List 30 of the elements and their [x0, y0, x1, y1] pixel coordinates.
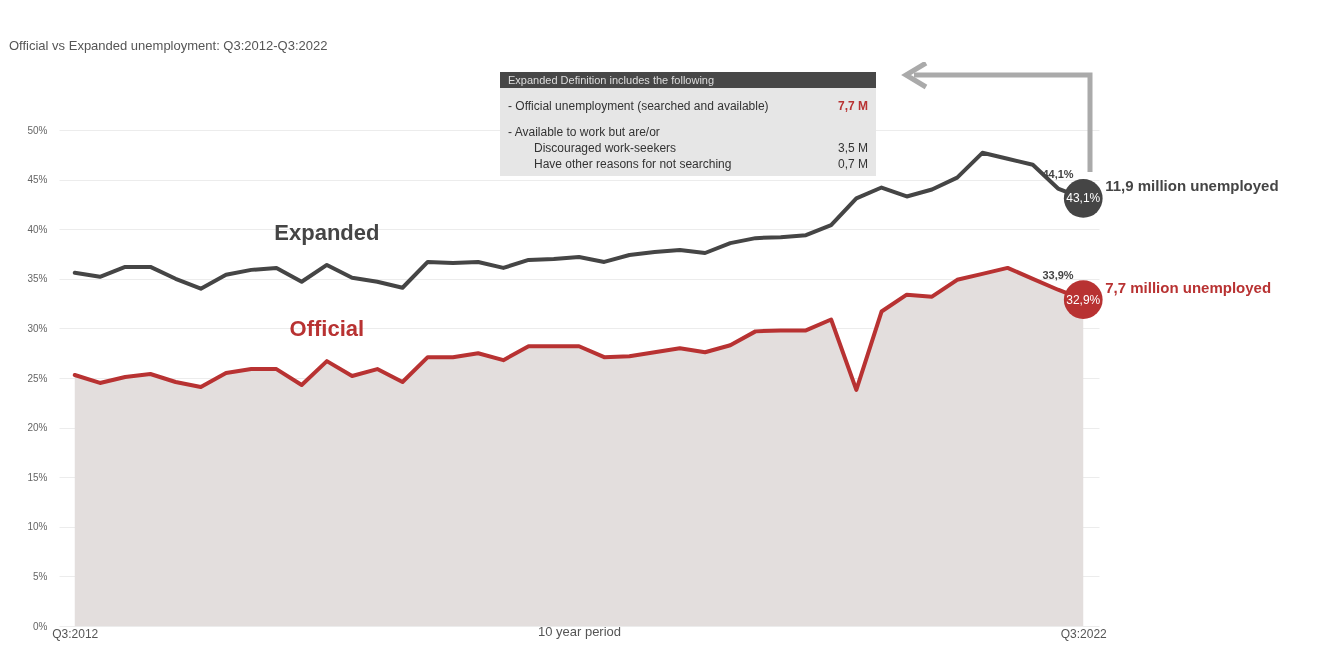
y-tick-label: 20% — [27, 422, 48, 434]
text: - Official unemployment (searched and available) — [508, 99, 769, 113]
x-tick-label: Q3:2022 — [1060, 626, 1108, 641]
y-tick-label: 40% — [27, 223, 48, 235]
annotation: 11,9 million unemployed — [1105, 177, 1279, 195]
x-tick-label: Q3:2012 — [52, 626, 99, 641]
annotation: 0,7 M — [837, 157, 868, 171]
annotation: - Available to work but are/or — [508, 125, 660, 139]
series-label: Official — [289, 316, 365, 342]
y-tick-label: 45% — [27, 174, 48, 186]
annotation: 7,7 million unemployed — [1105, 278, 1272, 296]
text: 7,7 M — [837, 99, 868, 113]
data-label: 43,1% — [1066, 191, 1101, 206]
annotation: Have other reasons for not searching — [533, 157, 732, 171]
y-tick-label: 35% — [27, 273, 48, 285]
chart-title: Official vs Expanded unemployment: Q3:2012-Q3:2022 — [8, 38, 328, 53]
series-label: Expanded — [274, 219, 380, 245]
data-label: 33,9% — [1042, 268, 1074, 281]
x-axis-title: 10 year period — [537, 623, 622, 639]
y-tick-label: 5% — [33, 570, 48, 582]
data-label: 32,9% — [1066, 292, 1101, 307]
annotation: Discouraged work-seekers — [533, 141, 677, 155]
text: Expanded Definition includes the following — [508, 74, 715, 86]
y-tick-label: 15% — [27, 471, 48, 483]
y-tick-label: 0% — [33, 620, 48, 632]
y-tick-label: 25% — [27, 372, 48, 384]
y-tick-label: 30% — [27, 322, 48, 334]
y-tick-label: 10% — [27, 521, 48, 533]
annotation: 3,5 M — [837, 141, 868, 155]
y-tick-label: 50% — [27, 124, 48, 136]
